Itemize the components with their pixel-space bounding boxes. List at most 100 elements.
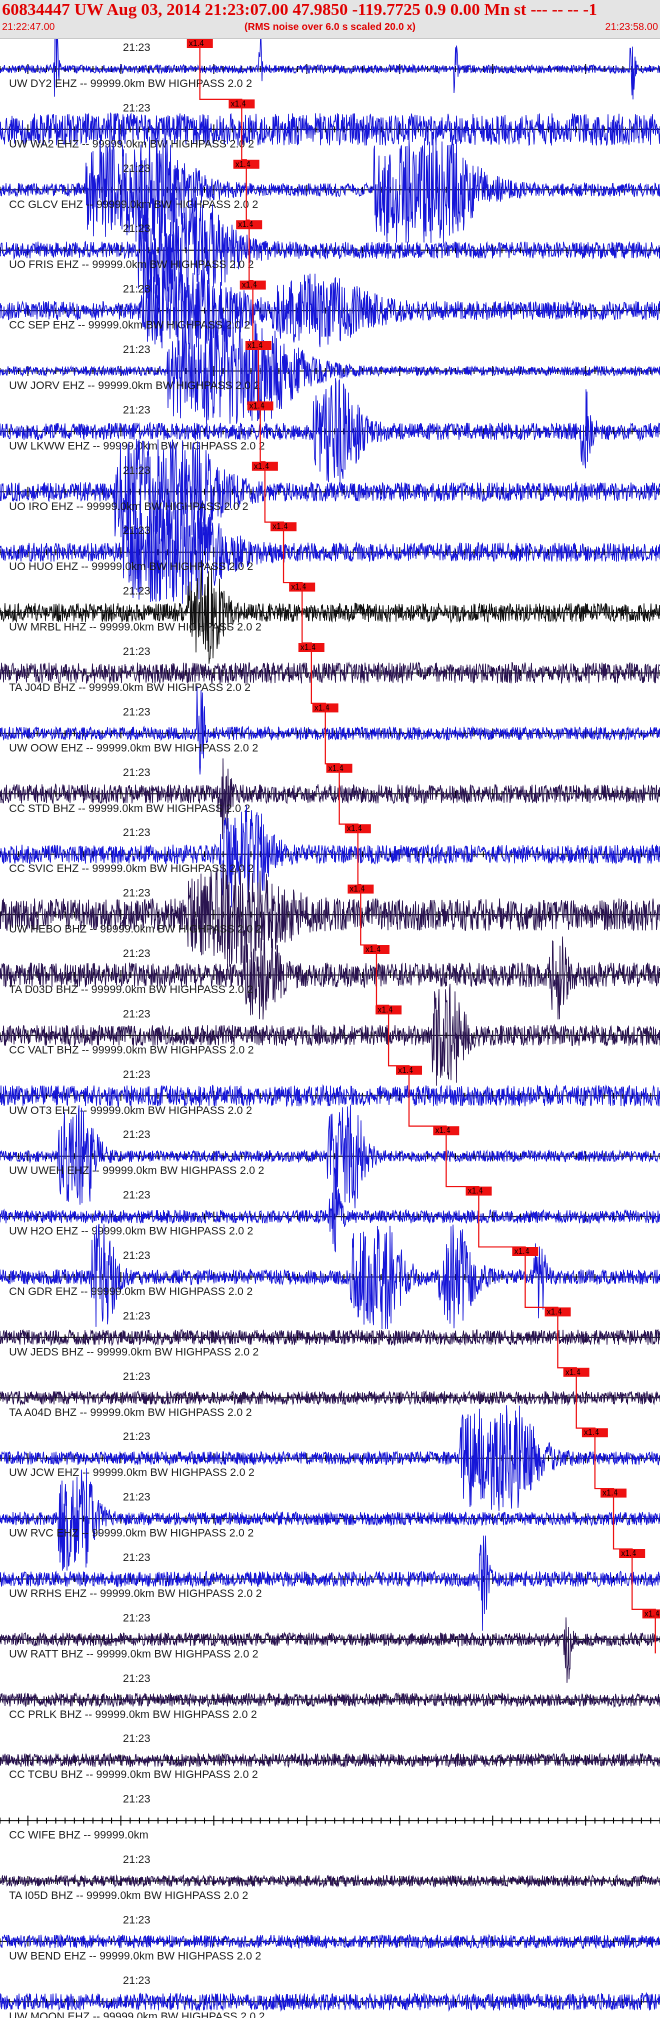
station-label: CC WIFE BHZ -- 99999.0km xyxy=(9,1830,148,1842)
trace-row: 21:23 CC STD BHZ -- 99999.0km BW HIGHPASS… xyxy=(0,758,660,840)
waveform xyxy=(0,1617,660,1683)
station-label: UW JCW EHZ -- 99999.0km BW HIGHPASS 2.0 … xyxy=(9,1467,255,1479)
minute-label: 21:23 xyxy=(123,1673,151,1685)
pick-label: x1.4 xyxy=(273,522,289,531)
pick-move-out-line xyxy=(199,48,656,1654)
minute-label: 21:23 xyxy=(123,163,151,175)
minute-label: 21:23 xyxy=(123,586,151,598)
pick-label: x1.4 xyxy=(235,160,251,169)
trace-row: 21:23 CC SEP EHZ -- 99999.0km BW HIGHPASS… xyxy=(0,265,660,352)
pick-label: x1.4 xyxy=(350,885,366,894)
pick-label: x1.4 xyxy=(603,1489,619,1498)
pick-label: x1.4 xyxy=(328,764,344,773)
station-label: UW BEND EHZ -- 99999.0km BW HIGHPASS 2.0… xyxy=(9,1950,261,1962)
minute-label: 21:23 xyxy=(123,102,151,114)
pick-label: x1.4 xyxy=(514,1247,530,1256)
pick-label: x1.4 xyxy=(238,220,254,229)
minute-label: 21:23 xyxy=(123,404,151,416)
station-label: TA I05D BHZ -- 99999.0km BW HIGHPASS 2.0… xyxy=(9,1890,248,1902)
trace-row: 21:23 CC SVIC EHZ -- 99999.0km BW HIGHPAS… xyxy=(0,805,660,908)
station-label: UW WA2 EHZ -- 99999.0km BW HIGHPASS 2.0 … xyxy=(9,138,254,150)
pick-label: x1.4 xyxy=(378,1005,394,1014)
station-label: CC SVIC EHZ -- 99999.0km BW HIGHPASS 2.0… xyxy=(9,863,254,875)
end-time-label: 21:23:58.00 xyxy=(605,22,658,33)
waveform xyxy=(0,197,660,304)
station-label: CC PRLK BHZ -- 99999.0km BW HIGHPASS 2.0… xyxy=(9,1709,257,1721)
minute-label: 21:23 xyxy=(123,465,151,477)
minute-label: 21:23 xyxy=(123,1492,151,1504)
station-label: UO IRO EHZ -- 99999.0km BW HIGHPASS 2.0 … xyxy=(9,501,248,513)
pick-label: x1.4 xyxy=(621,1549,637,1558)
station-label: UW MOON EHZ -- 99999.0km BW HIGHPASS 2.0… xyxy=(9,2011,265,2018)
station-label: UW MRBL HHZ -- 99999.0km BW HIGHPASS 2.0… xyxy=(9,622,261,634)
trace-row: 21:23 UW OT3 EHZ -- 99999.0km BW HIGHPASS… xyxy=(0,1065,660,1117)
trace-row: 21:23 CC WIFE BHZ -- 99999.0km xyxy=(0,1794,660,1842)
waveform xyxy=(0,318,660,425)
trace-row: 21:23 TA I05D BHZ -- 99999.0km BW HIGHPAS… xyxy=(0,1854,660,1902)
pick-label: x1.4 xyxy=(249,401,265,410)
minute-label: 21:23 xyxy=(123,1069,151,1081)
station-label: CC SEP EHZ -- 99999.0km BW HIGHPASS 2.0 … xyxy=(9,320,250,332)
minute-label: 21:23 xyxy=(123,344,151,356)
minute-label: 21:23 xyxy=(123,1371,151,1383)
minute-label: 21:23 xyxy=(123,706,151,718)
pick-label: x1.4 xyxy=(254,462,270,471)
pick-label: x1.4 xyxy=(300,643,316,652)
waveform xyxy=(0,1328,660,1347)
station-label: UW OOW EHZ -- 99999.0km BW HIGHPASS 2.0 … xyxy=(9,742,258,754)
trace-row: 21:23 UO HUO EHZ -- 99999.0km BW HIGHPASS… xyxy=(0,499,660,604)
station-label: UW HEBO BHZ -- 99999.0km BW HIGHPASS 2.0… xyxy=(9,924,262,936)
waveform xyxy=(0,378,660,484)
minute-label: 21:23 xyxy=(123,1129,151,1141)
minute-label: 21:23 xyxy=(123,1552,151,1564)
pick-label: x1.4 xyxy=(398,1066,414,1075)
station-label: UW RATT BHZ -- 99999.0km BW HIGHPASS 2.0… xyxy=(9,1648,258,1660)
waveform xyxy=(0,39,660,100)
trace-row: 21:23 UW JEDS BHZ -- 99999.0km BW HIGHPAS… xyxy=(0,1307,660,1358)
trace-row: 21:23 UO FRIS EHZ -- 99999.0km BW HIGHPAS… xyxy=(0,197,660,304)
station-label: TA A04D BHZ -- 99999.0km BW HIGHPASS 2.0… xyxy=(9,1407,252,1419)
pick-box xyxy=(642,1609,660,1619)
station-label: UW JEDS BHZ -- 99999.0km BW HIGHPASS 2.0… xyxy=(9,1346,259,1358)
waveform xyxy=(0,265,660,352)
minute-label: 21:23 xyxy=(123,1733,151,1745)
minute-label: 21:23 xyxy=(123,888,151,900)
pick-label: x1.4 xyxy=(347,824,363,833)
waveform xyxy=(0,499,660,604)
minute-label: 21:23 xyxy=(123,1854,151,1866)
pick-label: x1.4 xyxy=(565,1368,581,1377)
waveform xyxy=(0,758,660,840)
pick-label: x1.4 xyxy=(291,583,307,592)
pick-label: x1.4 xyxy=(189,39,205,48)
minute-label: 21:23 xyxy=(123,1190,151,1202)
trace-row: 21:23 CC VALT BHZ -- 99999.0km BW HIGHPAS… xyxy=(0,983,660,1086)
minute-label: 21:23 xyxy=(123,948,151,960)
trace-row: 21:23 UW UWEH EHZ -- 99999.0km BW HIGHPAS… xyxy=(0,1104,660,1209)
pick-label: x1.4 xyxy=(231,99,247,108)
trace-row: 21:23 CC GLCV EHZ -- 99999.0km BW HIGHPAS… xyxy=(0,136,660,243)
waveform xyxy=(0,805,660,908)
minute-label: 21:23 xyxy=(123,223,151,235)
minute-label: 21:23 xyxy=(123,1914,151,1926)
waveform xyxy=(0,1468,660,1571)
trace-row: 21:23 CC TCBU BHZ -- 99999.0km BW HIGHPAS… xyxy=(0,1733,660,1781)
event-title: 60834447 UW Aug 03, 2014 21:23:07.00 47.… xyxy=(2,0,598,19)
trace-row: 21:23 UW RATT BHZ -- 99999.0km BW HIGHPAS… xyxy=(0,1609,660,1683)
waveform xyxy=(0,1933,660,1950)
waveform xyxy=(0,661,660,685)
waveform xyxy=(0,1390,660,1406)
waveform xyxy=(0,1752,660,1769)
trace-row: 21:23 UW MOON EHZ -- 99999.0km BW HIGHPAS… xyxy=(0,1975,660,2018)
trace-row: 21:23 UW HEBO BHZ -- 99999.0km BW HIGHPAS… xyxy=(0,863,660,967)
minute-label: 21:23 xyxy=(123,1431,151,1443)
waveform xyxy=(0,1873,660,1889)
minute-label: 21:23 xyxy=(123,525,151,537)
station-label: CC STD BHZ -- 99999.0km BW HIGHPASS 2.0 … xyxy=(9,803,250,815)
pick-label: x1.4 xyxy=(468,1187,484,1196)
waveform xyxy=(0,1691,660,1708)
station-label: TA J04D BHZ -- 99999.0km BW HIGHPASS 2.0… xyxy=(9,682,251,694)
pick-label: x1.4 xyxy=(314,703,330,712)
trace-row: 21:23 UW DY2 EHZ -- 99999.0km BW HIGHPASS… xyxy=(0,39,660,100)
station-label: CC GLCV EHZ -- 99999.0km BW HIGHPASS 2.0… xyxy=(9,199,258,211)
